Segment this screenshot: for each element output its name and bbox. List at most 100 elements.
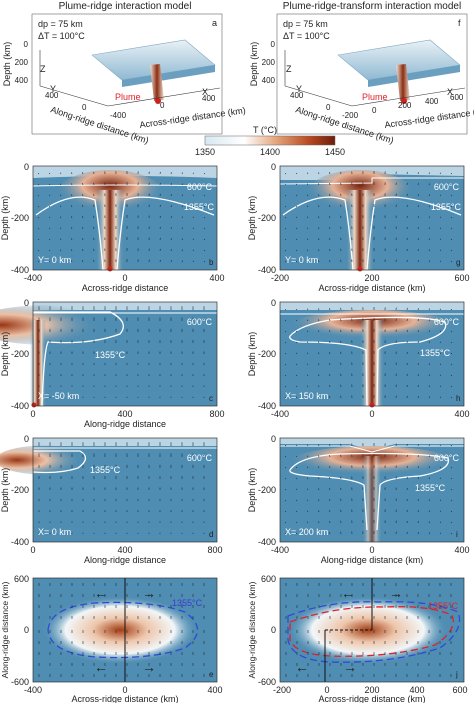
velocity-vector (203, 216, 206, 219)
velocity-vector (428, 352, 430, 355)
velocity-vector (428, 466, 430, 469)
velocity-vector (439, 227, 441, 230)
panel-c-xlabel: Along-ridge distance (84, 419, 166, 429)
velocity-vector (318, 249, 320, 252)
velocity-vector (192, 260, 194, 263)
velocity-vector (307, 205, 309, 208)
panel-i: 600°C 1355°C X= 200 km i 0 -200 -400 Dep… (247, 434, 470, 565)
velocity-vector (318, 499, 320, 502)
panel-e-arrow-nw: ← (94, 585, 108, 601)
panel-b-letter: b (209, 258, 214, 267)
panel-i-iso-cold: 600°C (434, 453, 460, 463)
velocity-vector (284, 353, 287, 355)
panel-c-ytick-2: -400 (11, 401, 29, 411)
panel-f-depth-tick-0: 0 (271, 40, 276, 49)
panel-j-velocity-field (285, 583, 452, 677)
velocity-vector (295, 532, 298, 535)
panel-h-iso-hot: 1355°C (420, 348, 451, 358)
velocity-vector (417, 363, 419, 366)
velocity-vector (60, 238, 62, 241)
velocity-vector (71, 172, 73, 175)
velocity-vector (284, 489, 287, 491)
panel-i-letter: i (456, 530, 458, 539)
panel-f-x-tick-3: 400 (425, 97, 439, 106)
panel-a: dp = 75 km ΔT = 100°C a Plume 0 200 400 … (2, 13, 246, 146)
velocity-vector (428, 194, 430, 197)
panel-j-isotherm-red (289, 606, 454, 657)
velocity-vector (318, 521, 320, 524)
velocity-vector (295, 510, 298, 513)
velocity-vector (60, 260, 62, 263)
velocity-vector (48, 249, 51, 252)
velocity-vector (318, 444, 320, 447)
velocity-vector (318, 319, 320, 322)
velocity-vector (417, 374, 419, 377)
velocity-vector (318, 172, 320, 175)
panel-e-ytick-1: 0 (24, 625, 29, 635)
velocity-vector (450, 466, 453, 469)
panel-i-velocity-field (284, 443, 453, 535)
velocity-vector (428, 374, 430, 377)
velocity-vector (318, 455, 320, 458)
panel-g-iso-cold: 600°C (434, 182, 460, 192)
panel-g-plume-source (357, 266, 363, 272)
velocity-vector (439, 319, 441, 322)
panel-f: dp = 75 km ΔT = 100°C f Plume 0 200 400 … (249, 13, 474, 146)
velocity-vector (417, 249, 419, 252)
panel-j-ytick-2: -600 (258, 677, 276, 687)
velocity-vector (60, 183, 62, 186)
velocity-vector (295, 477, 298, 480)
velocity-vector (439, 396, 441, 399)
panel-a-y-tick-0: 400 (45, 91, 59, 100)
velocity-vector (439, 352, 441, 355)
velocity-vector (318, 216, 320, 219)
velocity-vector (318, 227, 320, 230)
velocity-vector (450, 249, 453, 252)
velocity-vector (318, 385, 320, 388)
panel-j-arrow-ne: → (389, 585, 403, 601)
panel-e-xtick-0: -400 (24, 685, 42, 695)
panel-c-letter: c (209, 394, 213, 403)
velocity-vector (450, 532, 453, 535)
velocity-vector (307, 319, 309, 322)
panel-a-plume-dot (155, 98, 161, 104)
velocity-vector (439, 249, 441, 252)
panel-a-across-label: Across-ridge distance (km) (139, 105, 246, 130)
panel-c: 600°C 1355°C X= -50 km c 0 -200 -400 Dep… (0, 298, 225, 429)
velocity-vector (307, 341, 309, 344)
panel-d-isotherm-1355 (32, 450, 87, 474)
panel-a-depth-label: Depth (km) (2, 42, 12, 87)
velocity-vector (295, 319, 298, 322)
velocity-vector (71, 238, 73, 241)
velocity-vector (417, 183, 419, 186)
panel-a-axis-y: Y (50, 84, 56, 94)
velocity-vector (37, 184, 40, 186)
velocity-vector (318, 374, 320, 377)
panel-d-iso-hot: 1355°C (90, 465, 121, 475)
velocity-vector (60, 172, 62, 175)
velocity-vector (439, 444, 441, 447)
panel-b: 600°C 1355°C Y= 0 km b 0 -200 -400 Depth… (0, 162, 225, 293)
panel-f-x-tick-4: 600 (450, 93, 464, 102)
panel-a-dt: ΔT = 100°C (38, 31, 85, 41)
panel-f-slab-side (368, 65, 460, 87)
panel-j-xtick-3: 400 (409, 685, 424, 695)
velocity-vector (307, 510, 309, 513)
velocity-vector (71, 194, 73, 197)
velocity-vector (417, 488, 419, 491)
panel-j: ← → ← → 1355°C j 600 0 -600 Along-ridge … (247, 574, 468, 703)
panel-e-xtick-1: 0 (122, 685, 127, 695)
velocity-vector (284, 375, 287, 377)
velocity-vector (428, 172, 430, 175)
velocity-vector (439, 466, 441, 469)
velocity-vector (60, 194, 62, 197)
velocity-vector (417, 216, 419, 219)
velocity-vector (203, 238, 206, 241)
velocity-vector (318, 308, 320, 311)
panel-i-frame (279, 437, 465, 543)
panel-g-xtick-0: -200 (271, 273, 289, 283)
panel-f-x-tick-1: 0 (372, 106, 377, 115)
panel-f-plume-label: Plume (362, 92, 388, 102)
velocity-vector (203, 172, 206, 175)
